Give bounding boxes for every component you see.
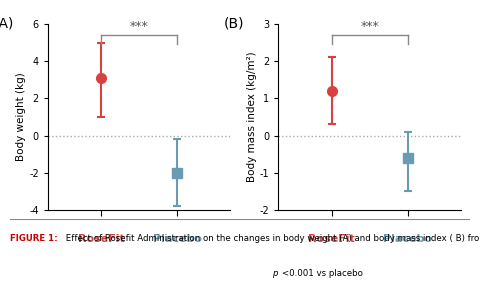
Text: FIGURE 1:: FIGURE 1: bbox=[10, 234, 57, 243]
Text: Placebo: Placebo bbox=[383, 234, 432, 244]
Text: RoseFit: RoseFit bbox=[308, 234, 355, 244]
Text: ***: *** bbox=[130, 20, 149, 33]
Text: (B): (B) bbox=[224, 16, 244, 31]
Text: ***: *** bbox=[360, 20, 379, 33]
Text: RoseFit: RoseFit bbox=[78, 234, 125, 244]
Y-axis label: Body weight (kg): Body weight (kg) bbox=[16, 73, 26, 161]
Y-axis label: Body mass index (kg/m²): Body mass index (kg/m²) bbox=[247, 52, 257, 182]
Text: (A): (A) bbox=[0, 16, 13, 31]
Text: p: p bbox=[272, 269, 278, 278]
Text: Placebo: Placebo bbox=[153, 234, 202, 244]
Text: <0.001 vs placebo: <0.001 vs placebo bbox=[282, 269, 363, 278]
Text: Effect of Rosefit Administration on the changes in body weight (A) and body mass: Effect of Rosefit Administration on the … bbox=[62, 234, 480, 243]
